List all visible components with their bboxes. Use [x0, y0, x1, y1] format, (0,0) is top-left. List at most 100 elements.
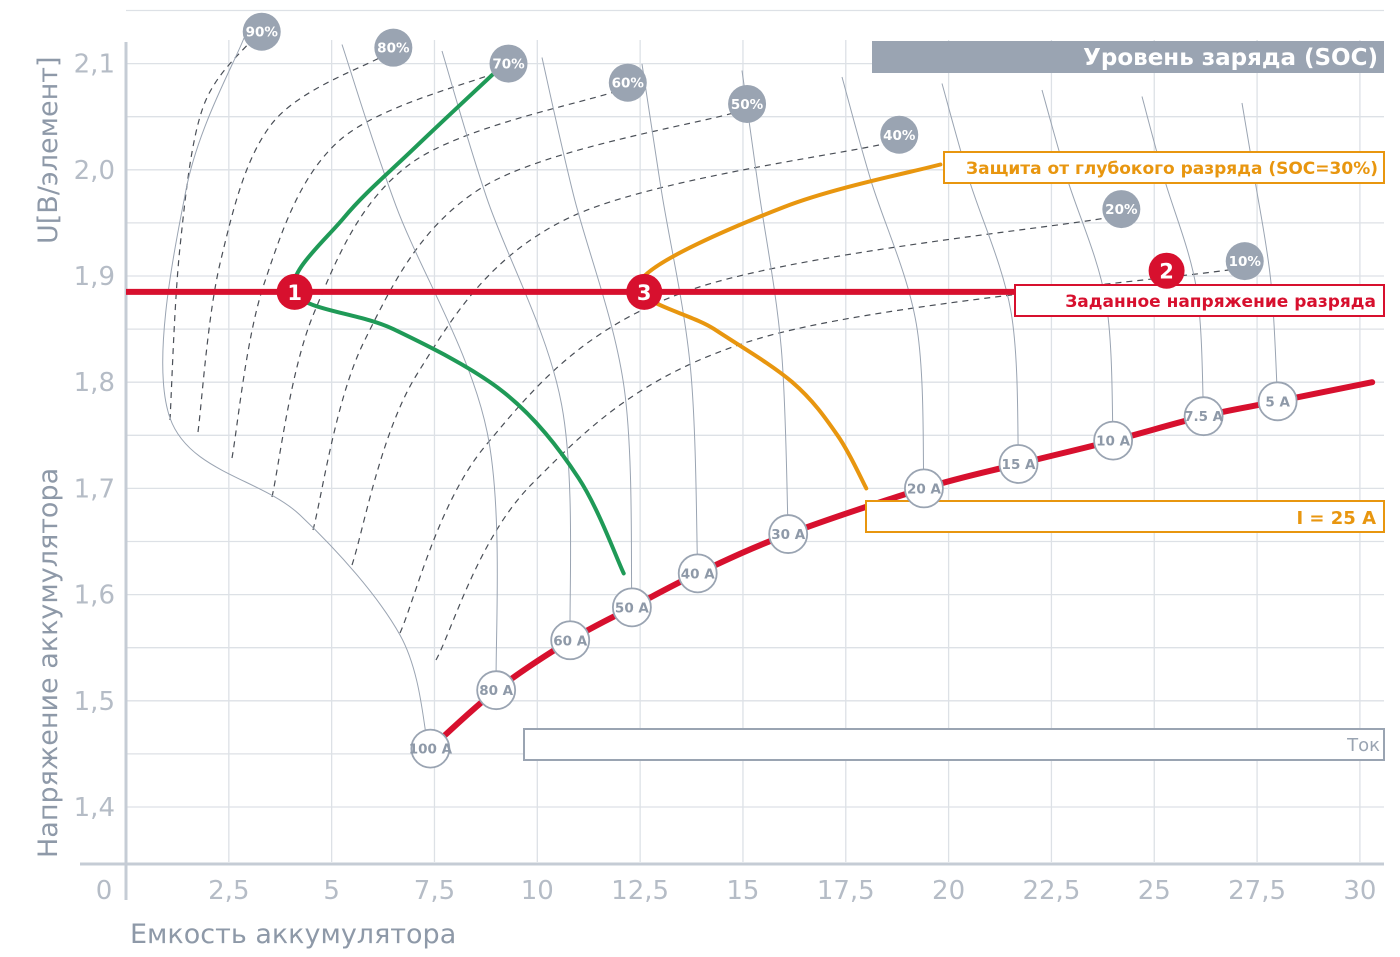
current-badge [1257, 381, 1298, 422]
current-badge [476, 670, 517, 711]
marker [276, 273, 313, 310]
current-curve [1041, 89, 1114, 441]
y-axis-title: Напряжение аккумулятора [33, 468, 64, 858]
current-curve [741, 70, 789, 535]
current-value-label: I = 25 A [1296, 508, 1376, 529]
x-tick-label: 0 [96, 876, 113, 906]
soc-badge-label: 70% [492, 57, 525, 73]
soc-badge-label: 80% [377, 41, 410, 57]
x-tick-label: 27,5 [1228, 876, 1286, 906]
current-badge-label: 60 A [553, 633, 587, 649]
annotation-boxes: Уровень заряда (SOC) Защита от глубокого… [523, 41, 1385, 761]
soc-badge-label: 40% [883, 128, 916, 144]
soc-badge [374, 28, 413, 67]
current-curve [941, 83, 1019, 465]
current-curve [641, 63, 699, 574]
x-tick-label: 15 [726, 876, 759, 906]
soc-curve [399, 216, 1112, 634]
y-tick-label: 2,1 [74, 50, 115, 80]
current-badge-label: 20 A [907, 481, 941, 497]
current-badge [611, 587, 652, 628]
y-tick-label: 1,5 [74, 687, 115, 717]
soc-badge-label: 50% [731, 97, 764, 113]
current-badge [998, 444, 1039, 484]
series-line [291, 61, 626, 576]
current-badge-label: 100 A [409, 742, 453, 758]
current-curve [341, 44, 498, 691]
current-badge [1183, 396, 1224, 437]
current-envelope-line [427, 379, 1376, 752]
highlight-series [291, 61, 943, 576]
x-tick-label: 20 [932, 876, 965, 906]
x-tick-label: 30 [1343, 876, 1376, 906]
soc-badges: 90% 80% 70% 60% 50% 40% 20% 10% [242, 12, 1264, 281]
current-badge-label: 30 A [771, 527, 805, 543]
x-tick-label: 10 [521, 876, 554, 906]
soc-badge-label: 10% [1229, 254, 1262, 270]
current-badge-label: 50 A [615, 600, 649, 616]
current-badge-label: 7.5 A [1184, 409, 1224, 425]
soc-curve [312, 111, 738, 531]
soc-curve [231, 71, 499, 459]
soc-badge-label: 90% [246, 25, 279, 41]
current-curve [1241, 102, 1279, 402]
current-curve [441, 50, 572, 641]
current-curve [541, 57, 633, 608]
y-tick-label: 1,7 [74, 474, 115, 504]
discharge-voltage-label: Заданное напряжение разряда [1065, 292, 1376, 312]
x-axis-title: Емкость аккумулятора [130, 919, 456, 950]
x-tick-label: 2,5 [208, 876, 249, 906]
soc-curve [351, 142, 890, 566]
discharge-voltage-box [1014, 284, 1385, 317]
marker [626, 273, 663, 310]
y-axis-title-top: U[В/элемент] [33, 57, 64, 245]
current-badge-label: 40 A [681, 566, 715, 582]
y-tick-label: 1,4 [74, 793, 115, 823]
soc-badge-label: 20% [1105, 202, 1138, 218]
current-curve [841, 76, 925, 489]
soc-badge [1225, 242, 1264, 281]
soc-badge-label: 60% [612, 76, 645, 92]
y-tick-label: 1,8 [74, 368, 115, 398]
current-envelope [427, 379, 1376, 752]
x-tick-label: 7,5 [414, 876, 455, 906]
soc-badge [1102, 190, 1141, 229]
current-badge [550, 620, 591, 661]
current-curves [162, 37, 1279, 746]
deep-discharge-box [943, 151, 1385, 184]
soc-badge [608, 63, 647, 102]
x-tick-label: 22,5 [1022, 876, 1080, 906]
current-badge [410, 728, 451, 769]
marker-label: 3 [637, 281, 652, 305]
soc-badge [880, 115, 919, 154]
current-badge-label: 15 A [1002, 457, 1036, 473]
current-badge-label: 10 A [1096, 434, 1130, 450]
current-badge-label: 80 A [479, 683, 513, 699]
current-badge-label: 5 A [1265, 394, 1290, 410]
soc-title-box [872, 41, 1384, 73]
y-tick-label: 2,0 [74, 156, 115, 186]
axes: 0 2,5 5 7,5 10 12,5 15 17,5 20 22,5 25 27,5 30 1,4 1,5… [74, 42, 1384, 906]
current-badges: 100 A 80 A 60 A 50 A 40 A 30 A 20 A 15 A 10 A 7.5… [409, 381, 1298, 769]
x-tick-label: 17,5 [817, 876, 875, 906]
soc-curve [169, 39, 253, 421]
current-badge [677, 553, 718, 594]
current-badge [904, 468, 944, 509]
marker-label: 1 [287, 281, 302, 305]
current-curve [162, 37, 429, 746]
soc-curve [435, 268, 1235, 661]
x-tick-label: 12,5 [611, 876, 669, 906]
y-tick-label: 1,9 [74, 262, 115, 292]
chart-title: Уровень заряда (SOC) [1083, 45, 1378, 71]
x-tick-label: 5 [323, 876, 340, 906]
series-line [636, 162, 943, 491]
soc-badge [728, 84, 767, 123]
current-badge [768, 514, 809, 554]
soc-badge [242, 12, 281, 51]
current-badge [1093, 420, 1134, 461]
marker-label: 2 [1159, 260, 1174, 284]
current-title-box [523, 728, 1385, 761]
markers: 1 2 3 [276, 252, 1185, 310]
current-value-box [865, 500, 1385, 533]
